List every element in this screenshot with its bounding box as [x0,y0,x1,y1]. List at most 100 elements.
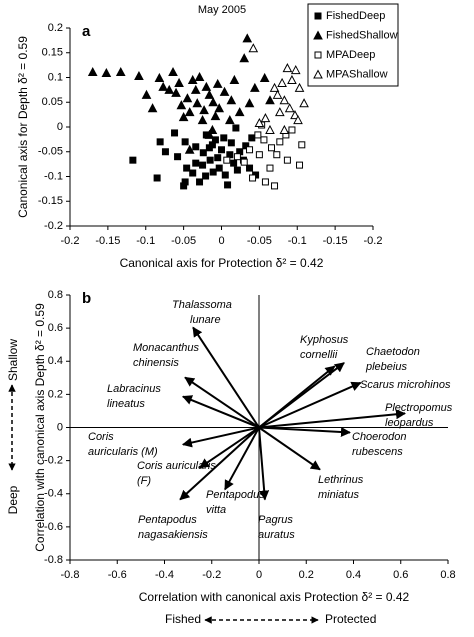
point [201,81,212,91]
species-label: miniatus [318,489,359,501]
species-label: nagasakiensis [138,529,208,541]
point [271,182,279,190]
point [192,143,200,151]
point [221,171,229,179]
point [147,103,158,113]
point [184,107,195,117]
point [178,112,189,122]
point [284,103,295,113]
point [219,86,230,96]
point [210,111,221,121]
species-label: lunare [190,314,221,326]
x-tick-label: -0.2 [364,235,383,247]
legend-marker [314,12,322,20]
point [229,74,240,84]
vector [184,376,260,429]
point [197,115,208,125]
point [254,117,265,128]
x-axis-label: Correlation with canonical axis Protecti… [139,590,410,604]
point [184,144,195,154]
point [183,164,191,172]
species-label: Thalassoma [172,299,232,311]
point [290,65,301,75]
y-axis-label: Correlation with canonical axis Depth δ²… [33,303,47,552]
point [282,63,293,73]
point [267,144,275,152]
y-tick-label: 0.2 [48,22,63,34]
species-label: auratus [258,529,295,541]
species-label: Monacanthus [133,342,200,354]
point [189,169,197,177]
y-tick-label: -0.2 [44,220,63,232]
point [199,161,207,169]
point [283,156,291,164]
point [230,159,238,167]
vector [179,426,260,501]
vector [199,426,260,469]
point [265,95,275,105]
x-tick-label: -0.2 [202,569,221,581]
vector [192,326,260,429]
species-label: Kyphosus [300,334,349,346]
point [254,131,262,139]
x-tick-label: -0.1 [288,235,307,247]
vector [182,395,260,429]
point [207,124,218,134]
legend-marker [313,30,323,40]
x-tick-label: -0.05 [247,235,272,247]
point [233,153,241,161]
x-tick-label: -0.8 [61,569,80,581]
y-tick-label: 0 [57,421,63,433]
point [293,115,303,125]
panel-label: a [82,23,91,40]
point [208,97,219,107]
point [161,148,169,156]
point [211,136,219,144]
species-label: Lethrinus [318,474,364,486]
x-tick-label: 0.2 [299,569,314,581]
point [164,84,175,94]
point [290,110,300,120]
x-direction-label: Fished [165,612,201,626]
point [181,138,189,146]
y-direction-label: Deep [6,485,20,514]
point [273,151,281,159]
point [242,142,250,150]
point [174,153,182,161]
point [259,72,270,82]
x-tick-label: 0.4 [346,569,361,581]
x-tick-label: -0.05 [171,235,196,247]
y-tick-label: -0.6 [44,521,63,533]
y-tick-label: 0.05 [42,96,63,108]
point [153,174,161,182]
vector [258,426,351,437]
species-label: Chaetodon [366,346,420,358]
point [272,89,283,99]
point [194,71,205,82]
point [279,95,290,105]
point [242,33,253,43]
x-tick-label: -0.2 [61,235,80,247]
point [239,53,250,63]
y-direction-label: Shallow [6,339,20,381]
point [255,151,263,159]
point [220,134,228,142]
point [190,84,201,94]
legend-label: MPAShallow [326,68,388,80]
point [214,103,225,113]
point [248,134,256,142]
point [202,172,210,180]
species-label: Pagrus [258,514,293,526]
point [246,146,254,154]
point [260,136,268,144]
vector [258,426,321,471]
point [266,164,274,172]
point [233,166,241,174]
y-tick-label: -0.8 [44,554,63,566]
point [296,161,304,169]
species-label: Pentapodus [206,489,265,501]
point [265,124,275,134]
panel-label: b [82,290,91,307]
species-label: chinensis [133,357,179,369]
point [261,178,269,186]
